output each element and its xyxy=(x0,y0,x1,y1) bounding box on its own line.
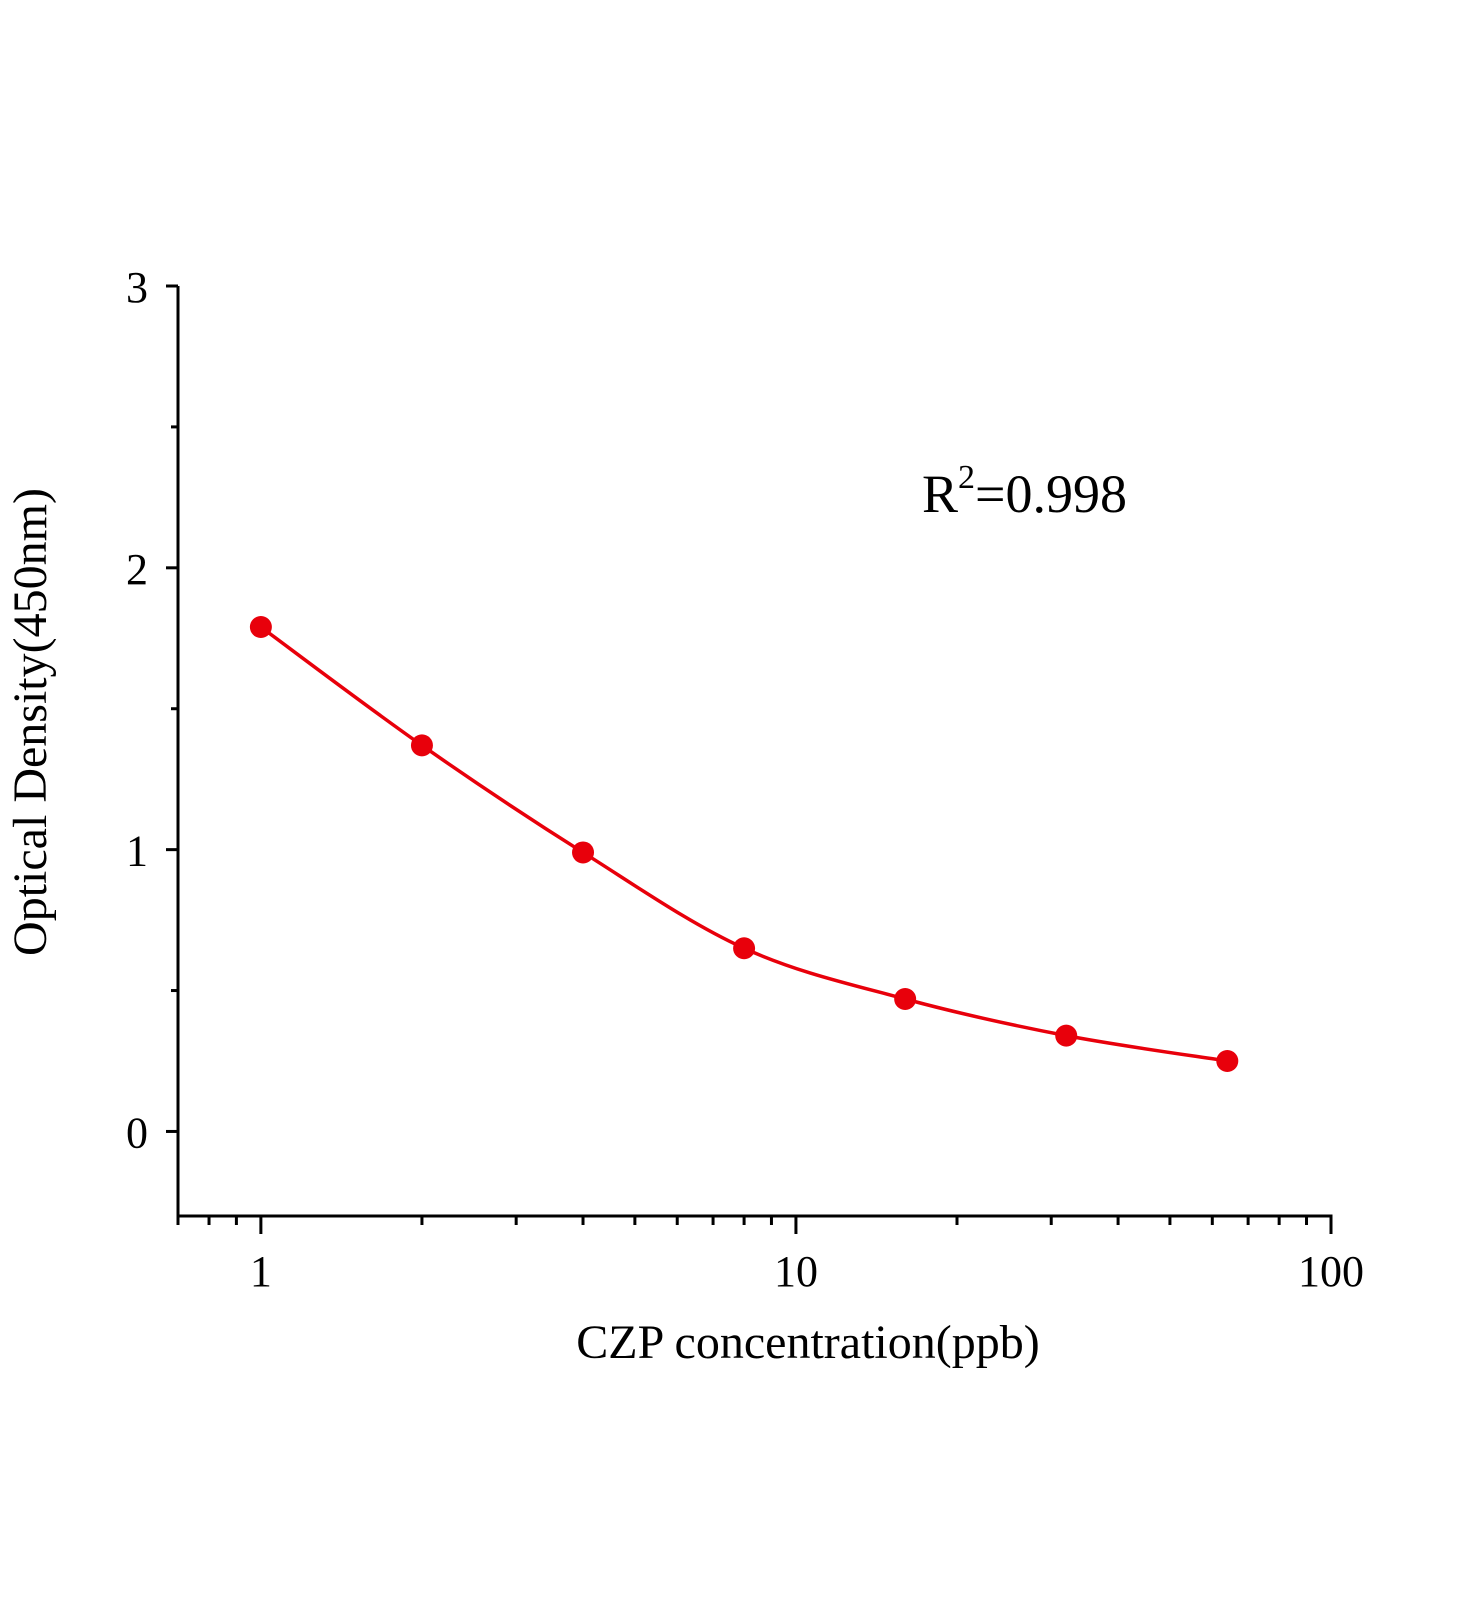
data-point xyxy=(249,616,272,638)
axes: 0 1 2 3 1 10 100 xyxy=(126,263,1364,1296)
r-squared-annotation: R2=0.998 xyxy=(922,459,1127,524)
y-axis-label: Optical Density(450nm) xyxy=(4,488,57,956)
y-tick-label: 0 xyxy=(126,1108,148,1157)
y-tick-label: 2 xyxy=(126,545,148,594)
data-point xyxy=(1055,1024,1078,1047)
x-tick-label: 100 xyxy=(1298,1247,1364,1296)
x-tick-label: 1 xyxy=(250,1247,272,1296)
data-point xyxy=(410,734,433,757)
fit-curve-layer xyxy=(259,625,1228,1063)
y-tick-label: 3 xyxy=(126,263,148,312)
data-point xyxy=(894,988,917,1010)
data-points-layer xyxy=(249,616,1239,1072)
r-squared-base: R xyxy=(922,464,958,524)
x-tick-label: 10 xyxy=(774,1247,818,1296)
data-point xyxy=(733,937,756,960)
y-tick-label: 1 xyxy=(126,827,148,876)
r-squared-superscript: 2 xyxy=(958,459,975,496)
data-point xyxy=(572,841,595,864)
fit-curve xyxy=(259,625,1228,1063)
x-axis-label: CZP concentration(ppb) xyxy=(576,1316,1039,1369)
data-point xyxy=(1216,1050,1239,1072)
r-squared-value: =0.998 xyxy=(975,464,1127,524)
